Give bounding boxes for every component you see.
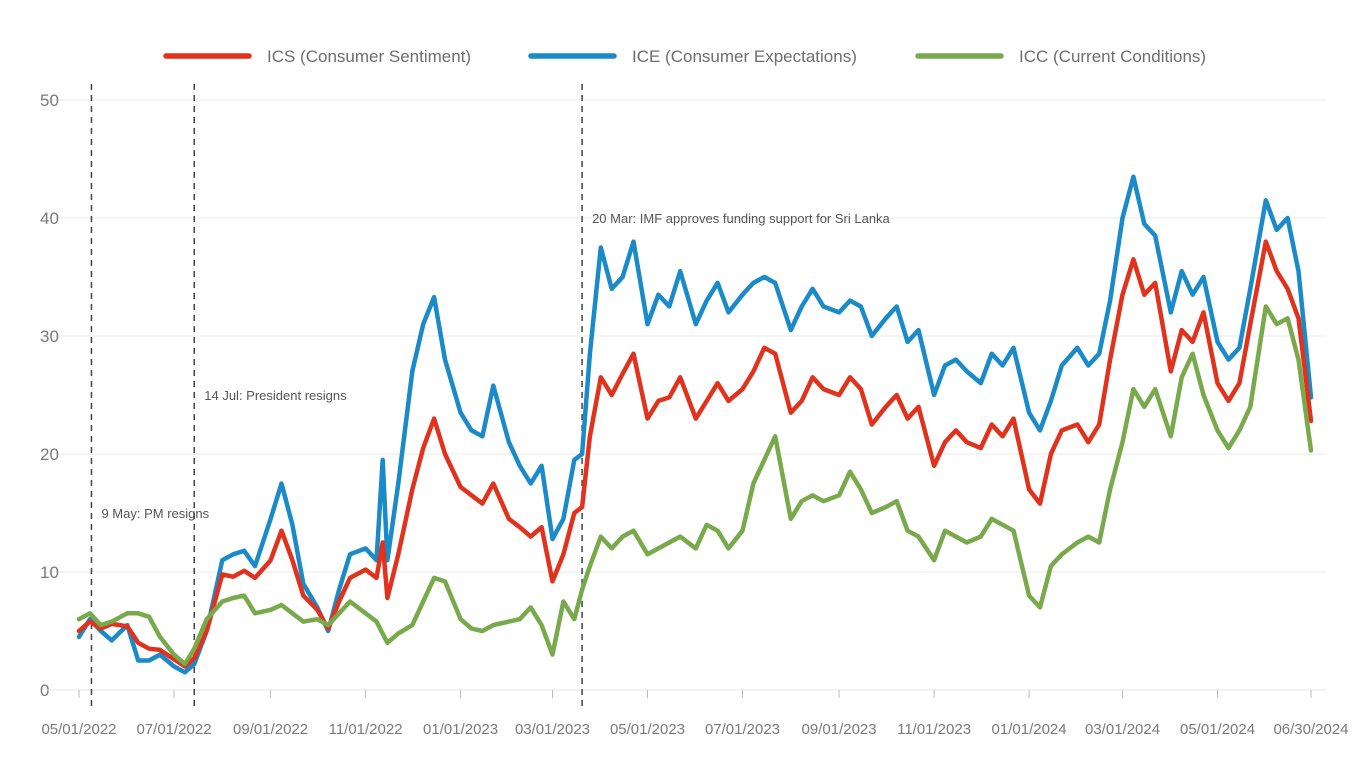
y-tick-label: 40 [40,209,59,228]
legend-label: ICC (Current Conditions) [1019,47,1206,66]
x-tick-label: 11/01/2022 [329,721,403,738]
x-tick-label: 07/01/2022 [136,721,211,738]
series-line-ics [76,239,1314,669]
x-tick-label: 09/01/2023 [802,721,877,738]
event-annotation: 20 Mar: IMF approves funding support for… [592,211,890,226]
series-line-ice [76,174,1314,675]
event-annotation: 14 Jul: President resigns [204,388,347,403]
x-tick-label: 11/01/2023 [897,721,971,738]
series-line-icc [76,304,1314,667]
x-tick-label: 05/01/2024 [1180,721,1255,738]
x-tick-label: 06/30/2024 [1273,721,1348,738]
y-tick-label: 30 [40,327,59,346]
x-tick-label: 03/01/2024 [1085,721,1160,738]
event-markers: 9 May: PM resigns 14 Jul: President resig… [90,84,891,706]
event-annotation: 9 May: PM resigns [101,506,209,521]
y-tick-label: 0 [40,681,49,700]
x-tick-label: 01/01/2023 [423,721,498,738]
y-tick-label: 10 [40,563,59,582]
x-tick-label: 01/01/2024 [992,721,1067,738]
x-tick-label: 05/01/2022 [41,721,116,738]
x-tick-label: 05/01/2023 [610,721,685,738]
x-tick-label: 03/01/2023 [515,721,590,738]
x-tick-label: 07/01/2023 [705,721,780,738]
x-axis: 05/01/2022 07/01/2022 09/01/2022 11/01/2022… [41,689,1349,738]
data-series [76,174,1314,675]
chart-legend: ICS (Consumer Sentiment) ICE (Consumer Ex… [163,47,1206,66]
x-tick-label: 09/01/2022 [233,721,308,738]
y-axis-ticks: 0 10 20 30 40 50 [40,91,59,700]
legend-label: ICS (Consumer Sentiment) [267,47,471,66]
y-tick-label: 50 [40,91,59,110]
y-tick-label: 20 [40,445,59,464]
legend-label: ICE (Consumer Expectations) [632,47,857,66]
